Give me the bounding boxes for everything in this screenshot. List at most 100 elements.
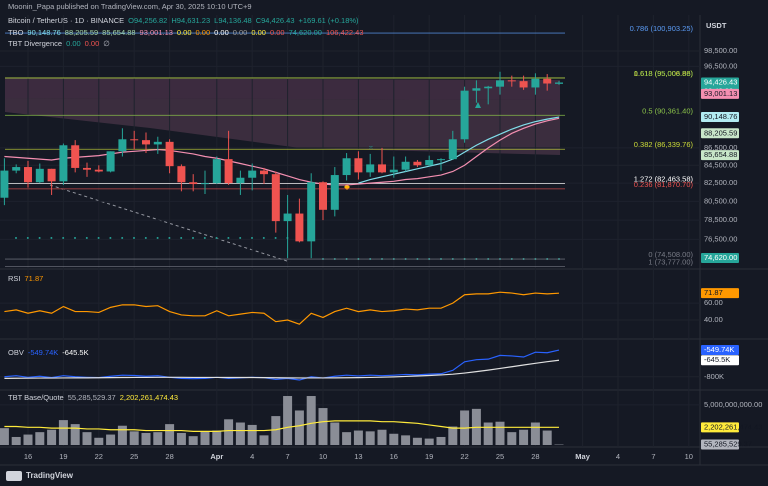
legend-divergence: TBT Divergence 0.00 0.00 ∅ [8,39,110,49]
signal-dot [133,237,135,239]
volume-bar [106,434,116,445]
volume-bar [176,432,186,445]
signal-dot [251,237,253,239]
fib-label: 0.618 (95,003.58) [634,69,694,78]
obv-title: OBV [8,348,24,357]
volume-bar [141,432,151,445]
volume-bar [519,429,529,445]
currency: USDT [706,21,727,30]
legend-volume: TBT Base/Quote 55,285,529.37 2,202,261,474… [8,393,178,403]
candle-body [236,177,245,184]
volume-bar [94,437,104,445]
symbol: Bitcoin / TetherUS · 1D · BINANCE [8,16,125,25]
candle-body [389,169,398,173]
legend-main: Bitcoin / TetherUS · 1D · BINANCE O94,25… [8,16,359,26]
candle-body [543,78,552,84]
candle-body [531,78,540,88]
candle-body [413,161,422,166]
volume-bar [0,428,9,445]
change: +169.61 (+0.18%) [298,16,359,25]
volume-bar [365,431,375,445]
y-tick-label: 76,500.00 [704,234,737,243]
tbo-value: 0.00 [214,28,229,37]
volume-title: TBT Base/Quote [8,393,64,402]
logo [6,471,22,481]
y-tick-label: 78,500.00 [704,215,737,224]
legend-value: -549.74K [27,348,59,357]
volume-bar [188,436,198,445]
candle-body [448,139,457,160]
price-badge [701,439,739,450]
price-badge-label: 55,285,529.37 [704,440,752,449]
volume-bar [495,421,505,445]
signal-dot [121,237,124,239]
volume-bar [70,424,80,445]
x-tick-label: 10 [685,452,693,461]
x-tick-label: 22 [95,452,103,461]
fib-label: 0.236 (81,870.70) [634,180,694,189]
volume-bar [117,425,127,445]
fib-label: 0.5 (90,361.40) [642,106,693,115]
tbo-value: 90,148.76 [27,28,61,37]
tbo-value: 93,001.13 [139,28,173,37]
price-badge-label: 2,202,261,474.43 [704,422,762,431]
price-badge [701,150,739,161]
fib-label: 0.786 (100,903.25) [630,24,694,33]
y-tick-label: 82,500.00 [704,178,737,187]
x-tick-label: 28 [165,452,173,461]
y-tick-label: 5,000,000,000.00 [704,400,762,409]
legend-rsi: RSI 71.87 [8,274,43,284]
volume-bar [212,430,222,445]
tbo-value: 106,422.43 [325,28,364,37]
x-tick-label: 13 [354,452,362,461]
tbo-label: TBO [8,28,24,37]
price-badge [701,422,739,433]
x-tick-label: 10 [319,452,327,461]
x-tick-label: 22 [460,452,468,461]
legend-tbo: TBO 90,148.76 88,205.59 85,654.88 93,001.13 0… [8,28,364,38]
candle-body [212,159,221,184]
signal-dot [62,237,65,239]
price-badge-label: 94,426.43 [704,77,737,86]
x-tick-label: 16 [24,452,32,461]
candle-body [83,167,91,170]
fib-label: 0.382 (86,339.76) [634,140,694,149]
cloud-body [5,98,560,155]
volume-bar [235,422,245,445]
high: H94,631.23 [171,16,211,25]
volume-bar [11,436,21,445]
signal-dot [274,237,277,239]
volume-bar [247,424,257,445]
x-tick-label: 4 [616,452,620,461]
signal-dot [227,237,230,239]
candle-body [165,141,174,167]
volume-bar [530,422,540,445]
volume-bar [35,432,45,445]
volume-bar [389,433,399,445]
indicator-line [4,117,560,186]
y-tick-label: 96,500.00 [704,61,737,70]
candle-body [177,166,186,183]
x-tick-label: 19 [425,452,433,461]
candle-body [401,161,410,170]
volume-bar [200,431,210,445]
legend-value: 2,202,261,474.43 [119,393,179,402]
x-tick-label: 19 [59,452,67,461]
rsi-title: RSI [8,274,21,283]
candle-body [24,167,32,183]
candle-body [507,80,516,82]
price-badge-label: 71.87 [704,288,723,297]
fib-label: 1.618 (95,006.86) [634,69,694,78]
candle-body [319,182,327,210]
candle-body [130,139,139,141]
price-badge-label: -549.74K [704,345,734,354]
signal-dot [109,237,112,239]
x-tick-label: Apr [210,452,223,461]
signal-dot [26,237,29,239]
divergence-value: 0.00 [66,39,81,48]
candle-body [496,80,504,87]
footer-brand: TradingView [26,471,74,480]
tbo-value: 0.00 [195,28,211,37]
volume-bar [448,426,458,445]
price-badge-label: 74,620.00 [704,253,737,262]
